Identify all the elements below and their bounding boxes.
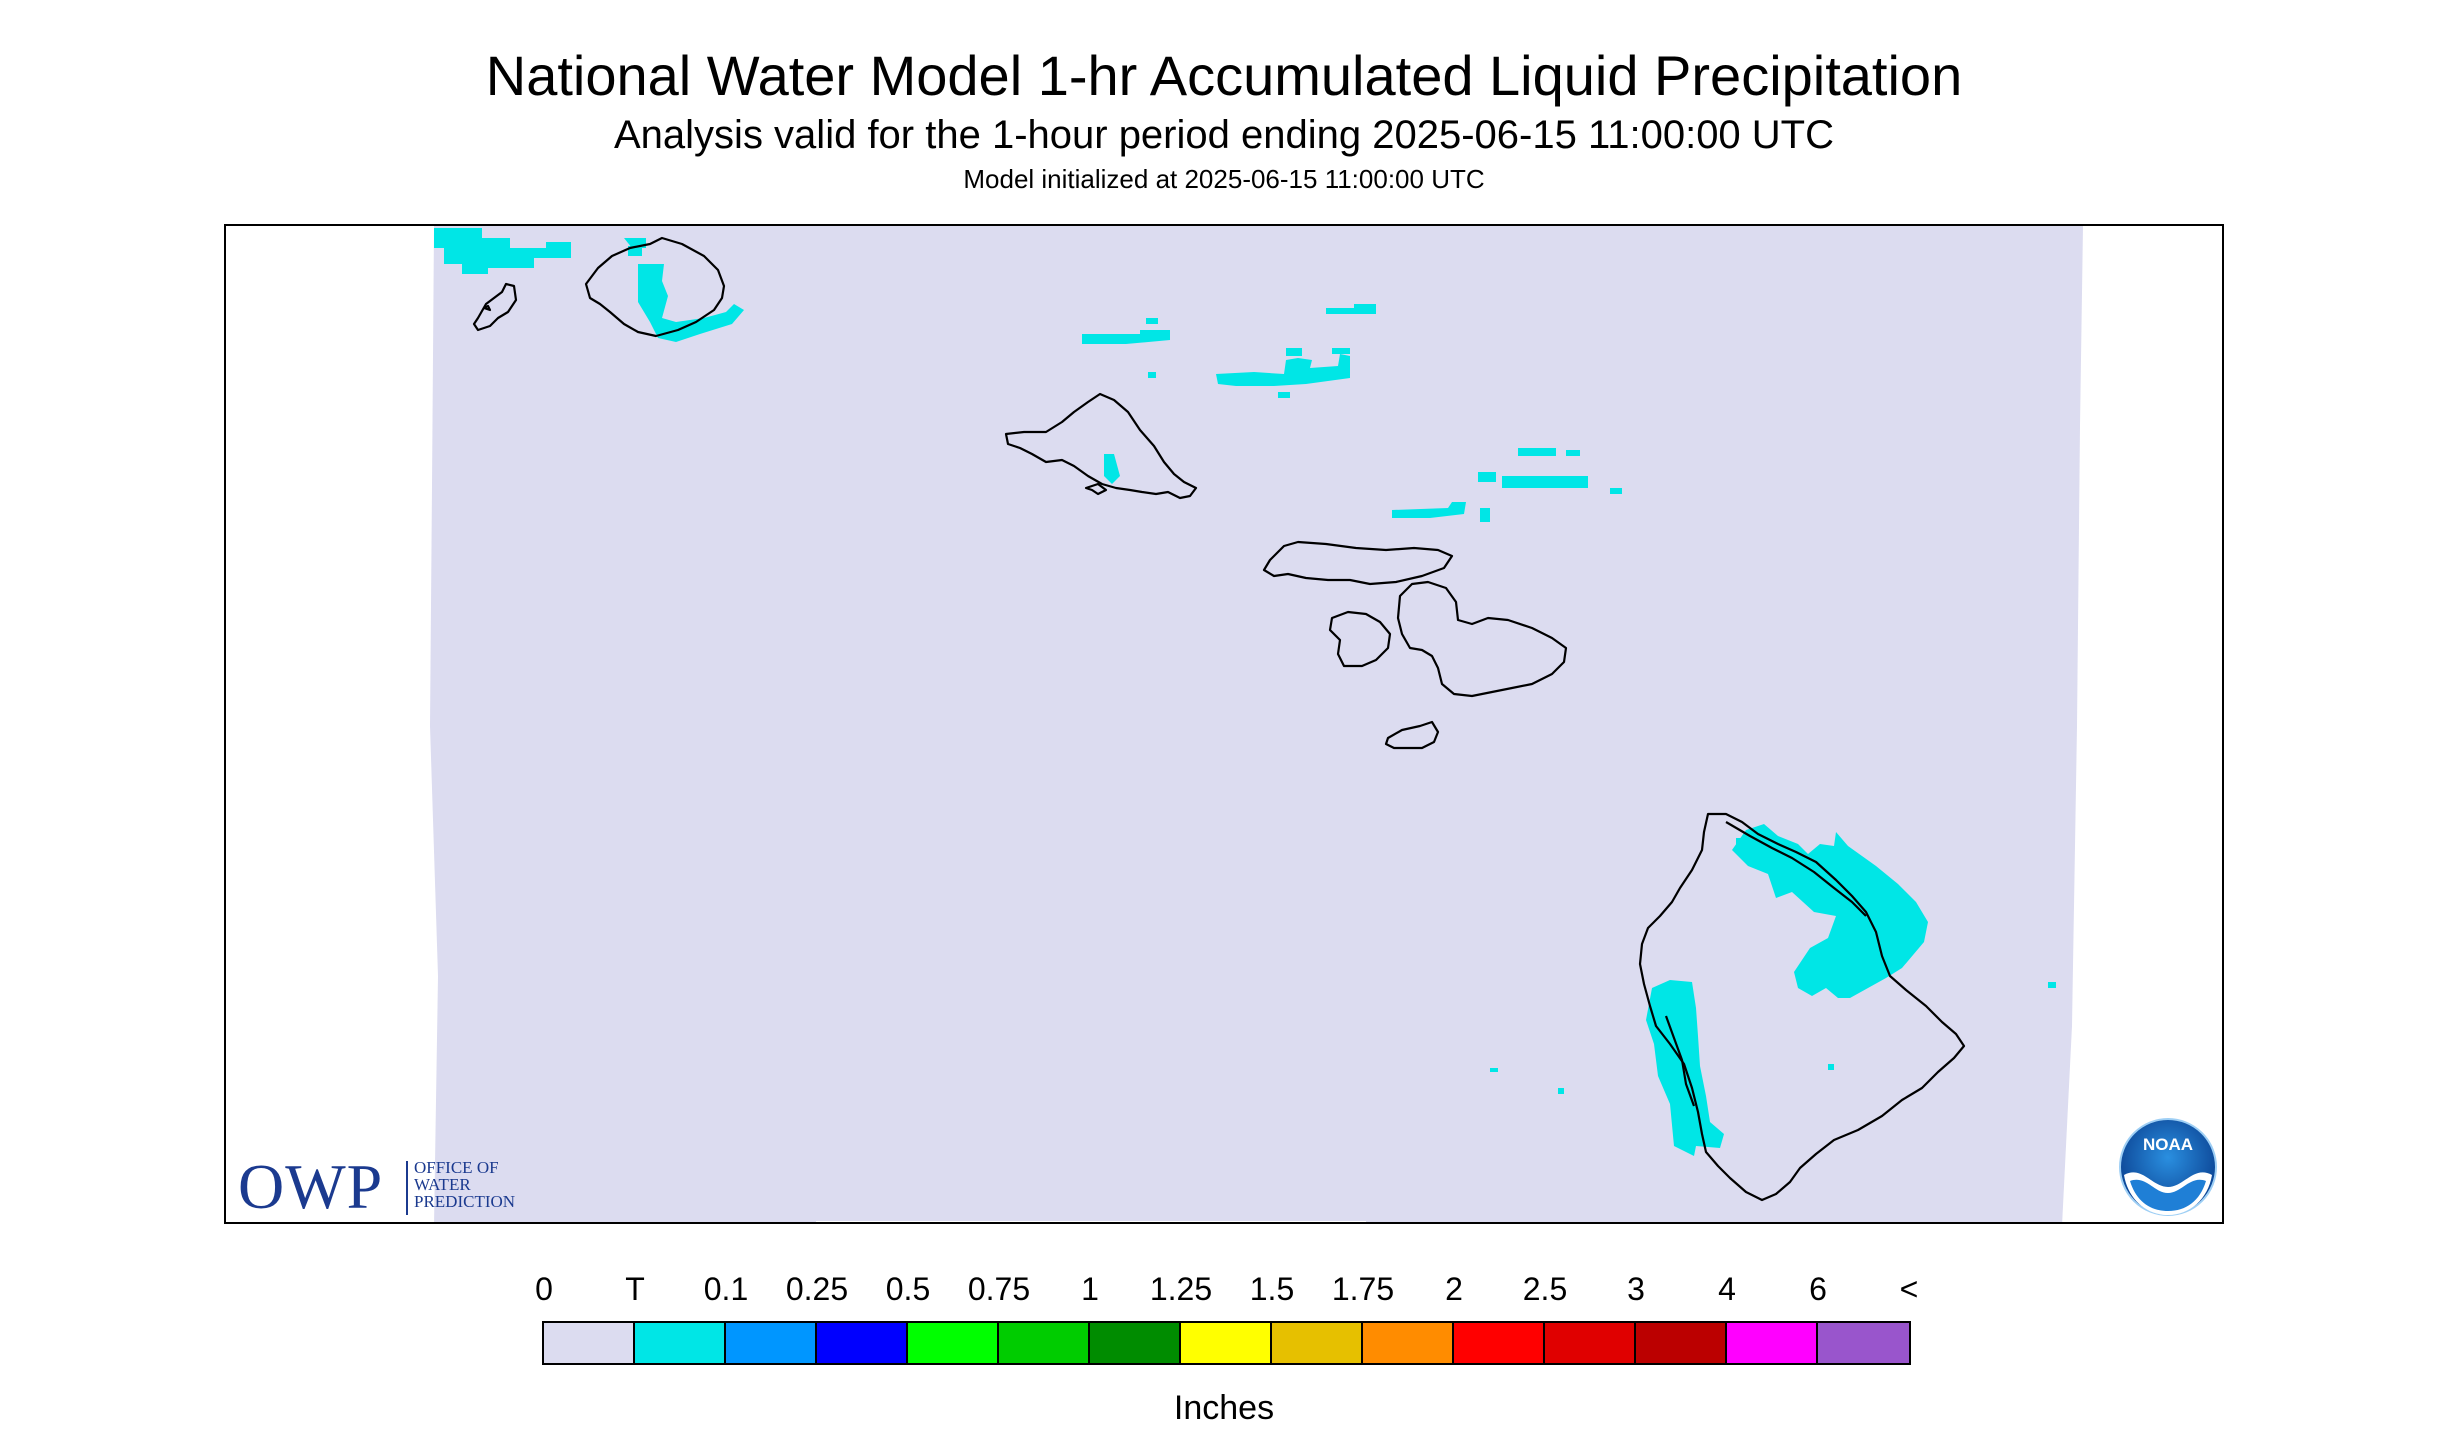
legend-swatch — [726, 1323, 817, 1363]
owp-logo: OWP OFFICE OF WATER PREDICTION — [238, 1155, 568, 1219]
owp-logo-line: PREDICTION — [414, 1192, 516, 1211]
noaa-emblem-icon: NOAA — [2119, 1118, 2217, 1216]
precip-area — [1610, 488, 1622, 494]
precipitation-map — [224, 224, 2224, 1224]
island-ridge — [1664, 1015, 1696, 1107]
precip-area — [1148, 372, 1156, 378]
map-canvas — [430, 226, 2083, 1222]
molokai-island — [1262, 540, 1454, 586]
legend-tick-label: 0 — [535, 1271, 553, 1307]
legend-swatch — [999, 1323, 1090, 1363]
legend-swatch — [1636, 1323, 1727, 1363]
precip-area — [1332, 348, 1350, 354]
big-island — [1638, 812, 1966, 1202]
precip-area — [1104, 454, 1120, 484]
precip-area — [1732, 824, 1928, 998]
precip-area — [2048, 982, 2056, 988]
kahoolawe-island — [1384, 720, 1440, 750]
legend-swatch — [1272, 1323, 1363, 1363]
legend-tick-label: 1.75 — [1331, 1271, 1395, 1307]
oahu-island — [1004, 392, 1198, 500]
legend-tick-label: 6 — [1809, 1271, 1827, 1307]
precip-area — [1566, 450, 1580, 456]
legend-tick-label: 0.75 — [967, 1271, 1031, 1307]
legend-swatch — [544, 1323, 635, 1363]
lanai-island — [1328, 610, 1392, 668]
noaa-logo-text: NOAA — [2143, 1135, 2193, 1154]
legend-swatch — [1181, 1323, 1272, 1363]
coastlines — [472, 236, 1966, 1202]
precip-area — [1082, 330, 1170, 344]
legend-swatch — [1090, 1323, 1181, 1363]
legend-tick-label: 2 — [1445, 1271, 1463, 1307]
precip-area — [1146, 318, 1158, 324]
precip-area — [434, 228, 571, 274]
precip-area — [1326, 304, 1376, 314]
legend-swatch — [1545, 1323, 1636, 1363]
precip-area — [1490, 1068, 1498, 1072]
precip-area — [1478, 472, 1496, 482]
model-init-time: Model initialized at 2025-06-15 11:00:00… — [963, 164, 1485, 194]
legend-swatch — [908, 1323, 999, 1363]
map-title: National Water Model 1-hr Accumulated Li… — [485, 44, 1963, 107]
precip-area — [1518, 448, 1556, 456]
legend-labels: 0 T 0.1 0.25 0.5 0.75 1 1.25 1.5 1.75 2 2.5 3 4 6 < — [0, 1270, 2448, 1310]
model-domain — [430, 226, 2083, 1222]
map-subtitle: Analysis valid for the 1-hour period end… — [614, 113, 1834, 157]
legend-units: Inches — [1173, 1389, 1275, 1427]
legend-tick-label: 0.25 — [785, 1271, 849, 1307]
owp-logo-divider — [406, 1161, 408, 1215]
legend-tick-label: T — [625, 1271, 645, 1307]
precip-area — [1736, 838, 1750, 852]
precip-area — [1502, 476, 1588, 488]
legend-tick-label: 3 — [1627, 1271, 1645, 1307]
owp-logo-text: OFFICE OF WATER PREDICTION — [414, 1159, 515, 1210]
legend-tick-label: 0.1 — [703, 1271, 749, 1307]
maui-island — [1396, 580, 1568, 698]
legend-tick-label: 0.5 — [885, 1271, 931, 1307]
precip-area — [1480, 508, 1490, 522]
legend-swatch — [817, 1323, 908, 1363]
lehua-islet — [482, 304, 492, 312]
legend-swatch — [1818, 1323, 1909, 1363]
legend-tick-label: < — [1899, 1271, 1919, 1307]
pearl-harbor — [1084, 482, 1108, 496]
owp-logo-line: OFFICE OF — [414, 1158, 499, 1177]
precip-area — [1216, 354, 1350, 386]
legend-colorbar — [542, 1321, 1911, 1365]
legend-tick-label: 2.5 — [1522, 1271, 1568, 1307]
niihau-island — [472, 282, 518, 332]
precip-area — [1392, 502, 1466, 518]
island-ridge — [1725, 821, 1867, 917]
legend-tick-label: 1 — [1081, 1271, 1099, 1307]
precip-area — [1286, 348, 1302, 356]
legend-tick-label: 1.25 — [1149, 1271, 1213, 1307]
legend-swatch — [635, 1323, 726, 1363]
precip-area — [1828, 1064, 1834, 1070]
owp-logo-line: WATER — [414, 1175, 471, 1194]
legend-swatch — [1727, 1323, 1818, 1363]
precip-area — [1558, 1088, 1564, 1094]
legend-swatch — [1363, 1323, 1454, 1363]
precip-area — [1278, 392, 1290, 398]
legend-tick-label: 4 — [1718, 1271, 1736, 1307]
legend-tick-label: 1.5 — [1249, 1271, 1295, 1307]
kauai-island — [584, 236, 726, 338]
precip-area — [638, 264, 744, 342]
noaa-logo: NOAA — [2118, 1117, 2218, 1217]
owp-logo-letters: OWP — [238, 1151, 384, 1222]
legend-swatch — [1454, 1323, 1545, 1363]
